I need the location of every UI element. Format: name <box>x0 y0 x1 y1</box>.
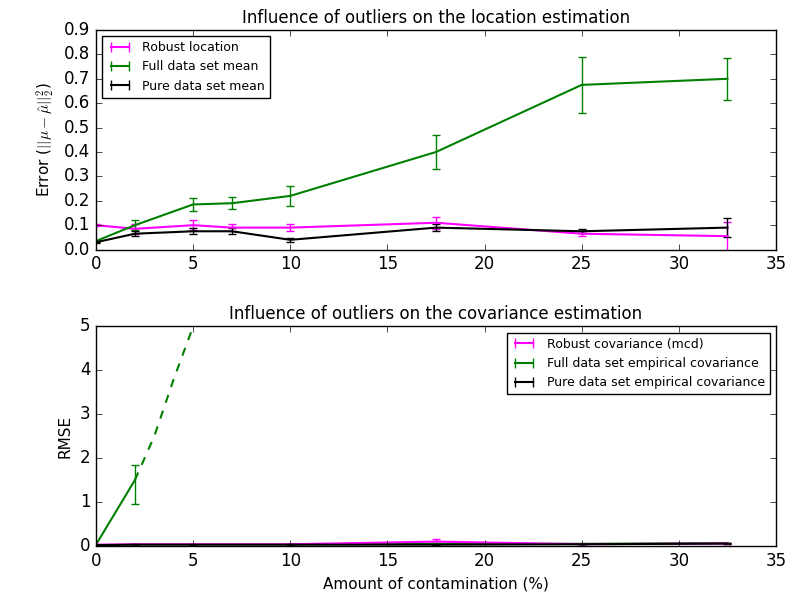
X-axis label: Amount of contamination (%): Amount of contamination (%) <box>323 577 549 592</box>
Title: Influence of outliers on the covariance estimation: Influence of outliers on the covariance … <box>230 305 642 323</box>
Legend: Robust location, Full data set mean, Pure data set mean: Robust location, Full data set mean, Pur… <box>102 36 270 98</box>
Legend: Robust covariance (mcd), Full data set empirical covariance, Pure data set empir: Robust covariance (mcd), Full data set e… <box>506 332 770 394</box>
Y-axis label: Error ($||\mu - \hat{\mu}||_2^2$): Error ($||\mu - \hat{\mu}||_2^2$) <box>35 82 57 197</box>
Y-axis label: RMSE: RMSE <box>58 415 73 458</box>
Title: Influence of outliers on the location estimation: Influence of outliers on the location es… <box>242 9 630 27</box>
